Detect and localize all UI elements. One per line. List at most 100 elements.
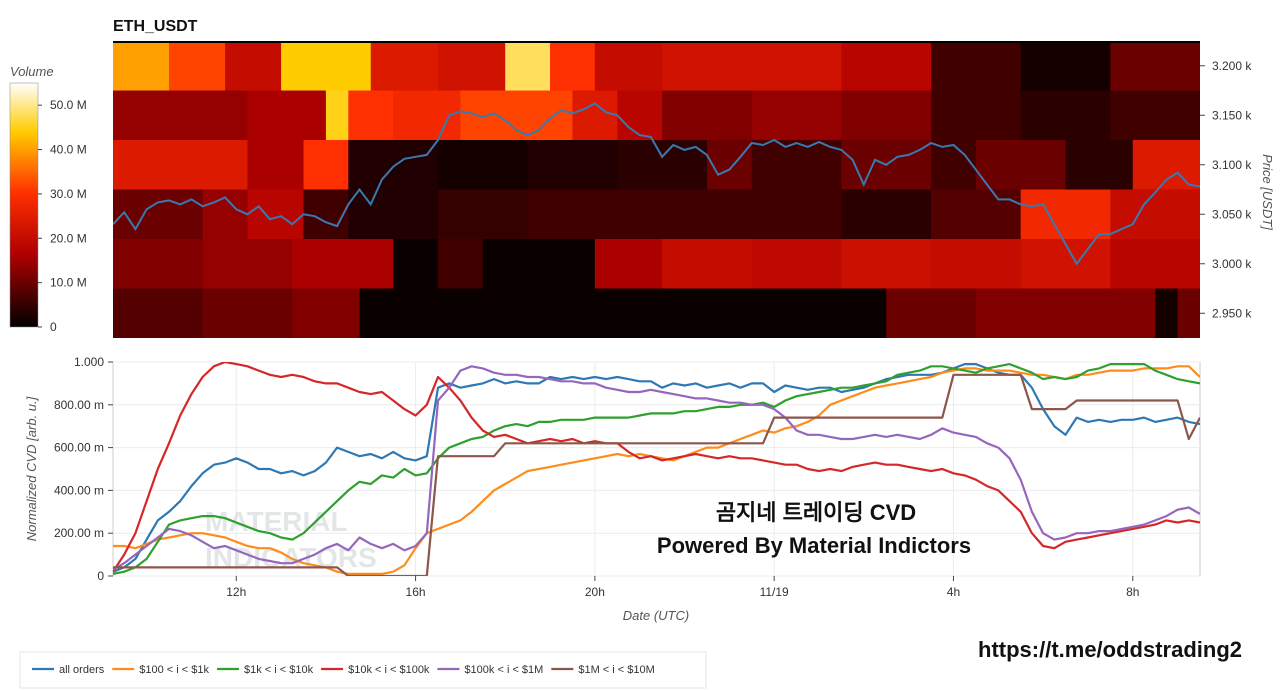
legend-box xyxy=(19,651,707,689)
colorbar-tick-label: 10.0 M xyxy=(50,276,87,290)
heatmap-cell xyxy=(437,189,529,240)
heatmap-cell xyxy=(437,239,484,290)
heatmap-cell xyxy=(247,189,305,240)
heatmap-cell xyxy=(594,239,663,290)
heatmap-cell xyxy=(931,140,977,191)
heatmap-cell xyxy=(931,90,1022,141)
cvd-y-tick-label: 1.000 xyxy=(74,355,104,369)
heatmap-cell xyxy=(1110,90,1200,141)
cvd-series-line xyxy=(113,373,1200,576)
heatmap-cell xyxy=(348,90,394,141)
cvd-y-axis-label: Normalized CVD [arb. u.] xyxy=(24,396,39,541)
cvd-x-axis-label: Date (UTC) xyxy=(623,608,689,623)
heatmap-top-border xyxy=(113,41,1200,43)
heatmap-cell xyxy=(202,239,293,290)
colorbar-tick-label: 50.0 M xyxy=(50,98,87,112)
legend: all orders $100 < i < $1k $1k < i < $10k $1… xyxy=(19,651,707,689)
heatmap-cell xyxy=(527,140,618,191)
legend-label: all orders xyxy=(59,664,105,676)
legend-label: $10k < i < $100k xyxy=(348,664,430,676)
heatmap-cell xyxy=(1110,189,1200,240)
heatmap-cell xyxy=(1065,140,1134,191)
heatmap-cell xyxy=(740,288,831,338)
cvd-series-line xyxy=(113,365,1200,571)
cvd-y-tick-label: 600.00 m xyxy=(54,441,104,455)
heatmap-cell xyxy=(886,288,977,338)
heatmap-cell xyxy=(437,43,506,92)
heatmap-cell xyxy=(348,189,439,240)
heatmap-cell xyxy=(1132,140,1200,191)
heatmap-cell xyxy=(1110,43,1200,92)
telegram-link[interactable]: https://t.me/oddstrading2 xyxy=(978,637,1242,662)
cvd-x-tick-label: 12h xyxy=(226,585,246,599)
price-tick-label: 3.200 k xyxy=(1212,59,1252,73)
legend-label: $1M < i < $10M xyxy=(578,664,654,676)
heatmap-cell xyxy=(113,288,204,338)
price-tick-label: 2.950 k xyxy=(1212,306,1252,320)
heatmap-cell xyxy=(975,288,1067,338)
heatmap-cell xyxy=(169,43,226,92)
heatmap-cell xyxy=(303,189,349,240)
heatmap-cell xyxy=(113,189,204,240)
heatmap-cell xyxy=(662,189,753,240)
price-tick-label: 3.050 k xyxy=(1212,207,1252,221)
heatmap-cell xyxy=(202,288,293,338)
heatmap-cell xyxy=(370,43,439,92)
cvd-series-line xyxy=(113,362,1200,573)
heatmap-cell xyxy=(505,43,551,92)
price-tick-label: 3.100 k xyxy=(1212,158,1252,172)
colorbar-gradient xyxy=(9,82,39,328)
heatmap-cell xyxy=(841,189,932,240)
heatmap-cell xyxy=(1020,90,1111,141)
heatmap-cell xyxy=(1020,43,1111,92)
heatmap-cell xyxy=(1020,239,1111,290)
heatmap-cell xyxy=(931,189,1022,240)
heatmap-cell xyxy=(113,239,204,290)
price-axis-label: Price [USDT] xyxy=(1260,154,1275,230)
heatmap-cell xyxy=(113,43,170,92)
heatmap-cell xyxy=(662,239,753,290)
heatmap-cell xyxy=(113,140,248,191)
heatmap-cell xyxy=(1177,288,1200,338)
heatmap-cell xyxy=(931,43,1022,92)
colorbar-title: Volume xyxy=(10,64,54,79)
colorbar-tick-label: 40.0 M xyxy=(50,143,87,157)
heatmap-panel: 2.950 k 3.000 k 3.050 k 3.100 k 3.150 k 3.200… xyxy=(113,41,1275,338)
cvd-y-tick-label: 0 xyxy=(97,569,104,583)
heatmap-cell xyxy=(247,140,305,191)
heatmap-cell xyxy=(325,90,349,141)
cvd-x-tick-label: 11/19 xyxy=(760,585,789,599)
legend-label: $100 < i < $1k xyxy=(139,664,209,676)
heatmap-cell xyxy=(550,43,596,92)
heatmap-cell xyxy=(1020,189,1111,240)
heatmap-cell xyxy=(527,189,663,240)
cvd-plot-area xyxy=(112,361,1201,577)
heatmap-cell xyxy=(303,140,349,191)
cvd-x-tick-label: 4h xyxy=(947,585,960,599)
heatmap-cell xyxy=(359,288,450,338)
cvd-y-tick-label: 200.00 m xyxy=(54,526,104,540)
price-line xyxy=(113,102,1200,266)
legend-label: $1k < i < $10k xyxy=(244,664,314,676)
heatmap-cell xyxy=(348,140,439,191)
heatmap-cell xyxy=(975,140,1067,191)
heatmap-cell xyxy=(751,90,842,141)
heatmap-cell xyxy=(538,288,641,338)
watermark-line1: MATERIAL xyxy=(205,506,348,537)
legend-label: $100k < i < $1M xyxy=(464,664,543,676)
heatmap-cell xyxy=(706,140,753,191)
cvd-x-tick-label: 8h xyxy=(1126,585,1139,599)
heatmap-cell xyxy=(1065,288,1156,338)
heatmap-cell xyxy=(841,90,932,141)
heatmap-cell xyxy=(751,140,842,191)
heatmap-cell xyxy=(751,189,842,240)
heatmap-cell xyxy=(931,239,1022,290)
price-tick-label: 3.000 k xyxy=(1212,257,1252,271)
colorbar-tick-label: 30.0 M xyxy=(50,187,87,201)
colorbar-tick-label: 0 xyxy=(50,320,57,334)
heatmap-cell xyxy=(662,90,753,141)
heatmap-cell xyxy=(247,90,327,141)
heatmap-cell xyxy=(225,43,282,92)
